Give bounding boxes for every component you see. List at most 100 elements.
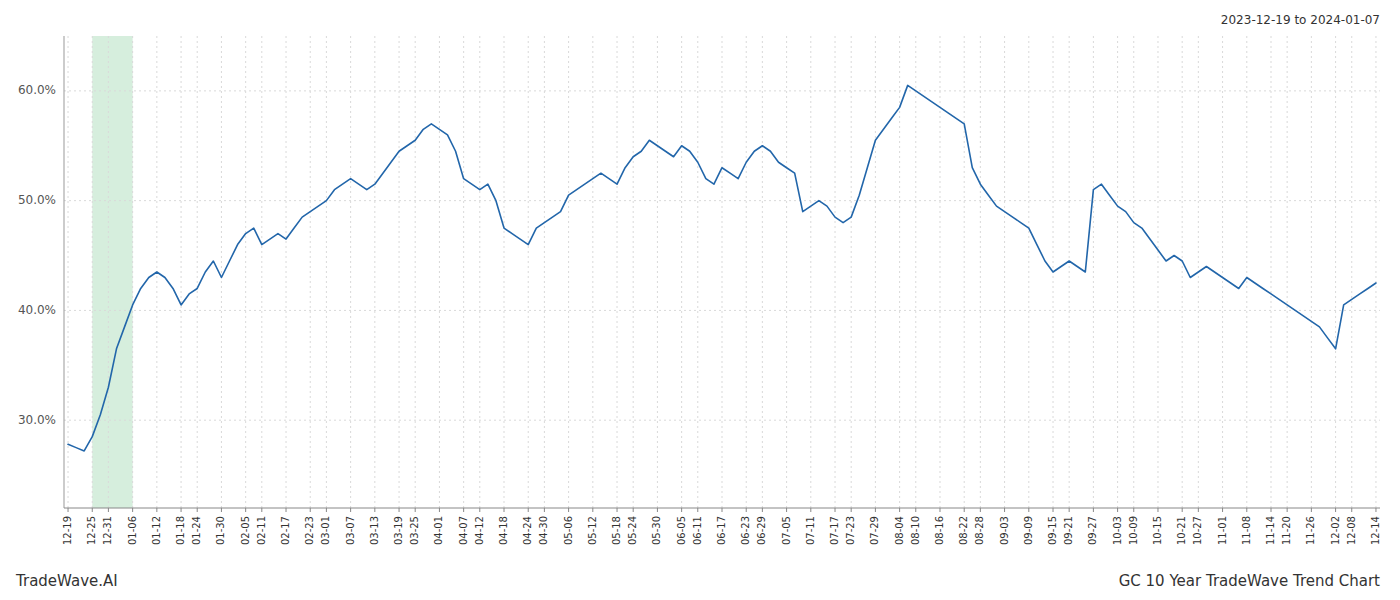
- x-grid-line: [633, 36, 634, 508]
- series-group: [68, 85, 1376, 451]
- x-tick-label: 03-25: [409, 516, 420, 545]
- x-tick-label: 08-16: [934, 516, 945, 545]
- x-tick: [286, 508, 287, 512]
- x-tick-label: 12-14: [1370, 516, 1381, 545]
- x-tick: [1157, 508, 1158, 512]
- x-tick: [915, 508, 916, 512]
- x-grid-line: [1287, 36, 1288, 508]
- x-grid-line: [1375, 36, 1376, 508]
- x-grid-line: [504, 36, 505, 508]
- x-tick: [310, 508, 311, 512]
- x-tick-label: 01-24: [191, 516, 202, 545]
- x-tick-label: 08-10: [910, 516, 921, 545]
- x-tick: [415, 508, 416, 512]
- x-grid-line: [835, 36, 836, 508]
- x-tick: [617, 508, 618, 512]
- x-grid-line: [1351, 36, 1352, 508]
- x-grid-line: [350, 36, 351, 508]
- x-tick-label: 02-17: [280, 516, 291, 545]
- x-tick-label: 12-31: [102, 516, 113, 545]
- x-tick: [1246, 508, 1247, 512]
- x-tick-label: 07-23: [845, 516, 856, 545]
- x-grid-line: [964, 36, 965, 508]
- x-tick: [479, 508, 480, 512]
- x-grid-line: [746, 36, 747, 508]
- x-tick-label: 05-24: [627, 516, 638, 545]
- x-tick-label: 10-03: [1112, 516, 1123, 545]
- x-tick-label: 09-03: [999, 516, 1010, 545]
- x-tick: [1069, 508, 1070, 512]
- x-tick-label: 04-18: [498, 516, 509, 545]
- x-tick-label: 09-09: [1023, 516, 1034, 545]
- x-tick-label: 04-30: [538, 516, 549, 545]
- x-grid-line: [1335, 36, 1336, 508]
- subtitle: 2023-12-19 to 2024-01-07: [1221, 13, 1380, 27]
- x-tick-label: 12-02: [1330, 516, 1341, 545]
- x-tick-label: 04-07: [458, 516, 469, 545]
- x-tick-label: 10-27: [1192, 516, 1203, 545]
- x-tick-label: 12-08: [1346, 516, 1357, 545]
- x-tick: [1335, 508, 1336, 512]
- x-tick-label: 09-21: [1063, 516, 1074, 545]
- x-grid-line: [197, 36, 198, 508]
- x-grid-line: [1093, 36, 1094, 508]
- y-grid-line: [64, 310, 1380, 311]
- x-tick-label: 04-24: [522, 516, 533, 545]
- x-tick: [1133, 508, 1134, 512]
- x-tick-label: 11-14: [1265, 516, 1276, 545]
- x-tick-label: 03-01: [320, 516, 331, 545]
- x-tick-label: 07-29: [869, 516, 880, 545]
- x-tick: [875, 508, 876, 512]
- x-tick: [245, 508, 246, 512]
- x-tick-label: 04-12: [474, 516, 485, 545]
- x-grid-line: [875, 36, 876, 508]
- x-tick: [657, 508, 658, 512]
- x-tick: [156, 508, 157, 512]
- x-tick-label: 09-27: [1087, 516, 1098, 545]
- highlight-group: [92, 36, 132, 508]
- grid: [64, 36, 1380, 508]
- x-tick-label: 02-23: [304, 516, 315, 545]
- x-tick-label: 05-06: [563, 516, 574, 545]
- x-grid-line: [399, 36, 400, 508]
- x-grid-line: [681, 36, 682, 508]
- x-tick: [568, 508, 569, 512]
- x-tick-label: 11-08: [1241, 516, 1252, 545]
- chart-svg: 30.0%40.0%50.0%60.0%12-1912-2512-3101-06…: [0, 0, 1400, 600]
- x-tick-label: 11-01: [1217, 516, 1228, 545]
- x-tick: [810, 508, 811, 512]
- x-grid-line: [1117, 36, 1118, 508]
- x-grid-line: [326, 36, 327, 508]
- x-tick: [697, 508, 698, 512]
- x-tick-label: 06-29: [756, 516, 767, 545]
- y-tick-label: 40.0%: [18, 303, 56, 317]
- x-grid-line: [980, 36, 981, 508]
- x-tick-label: 06-05: [676, 516, 687, 545]
- x-grid-line: [108, 36, 109, 508]
- x-grid-line: [245, 36, 246, 508]
- x-tick-label: 03-13: [369, 516, 380, 545]
- x-grid-line: [1311, 36, 1312, 508]
- x-tick-label: 06-17: [716, 516, 727, 545]
- x-grid-line: [463, 36, 464, 508]
- x-tick-label: 05-30: [651, 516, 662, 545]
- y-grid-line: [64, 420, 1380, 421]
- x-tick-label: 07-05: [781, 516, 792, 545]
- x-tick: [261, 508, 262, 512]
- x-grid-line: [851, 36, 852, 508]
- x-tick: [181, 508, 182, 512]
- x-tick: [964, 508, 965, 512]
- title: GC 10 Year TradeWave Trend Chart: [1119, 572, 1380, 590]
- x-tick-label: 07-11: [805, 516, 816, 545]
- x-grid-line: [132, 36, 133, 508]
- x-grid-line: [68, 36, 69, 508]
- x-tick-label: 10-15: [1152, 516, 1163, 545]
- x-tick: [1375, 508, 1376, 512]
- x-tick-label: 01-12: [151, 516, 162, 545]
- x-tick: [68, 508, 69, 512]
- x-tick-label: 12-25: [86, 516, 97, 545]
- x-grid-line: [786, 36, 787, 508]
- x-tick: [1028, 508, 1029, 512]
- x-grid-line: [310, 36, 311, 508]
- x-tick: [633, 508, 634, 512]
